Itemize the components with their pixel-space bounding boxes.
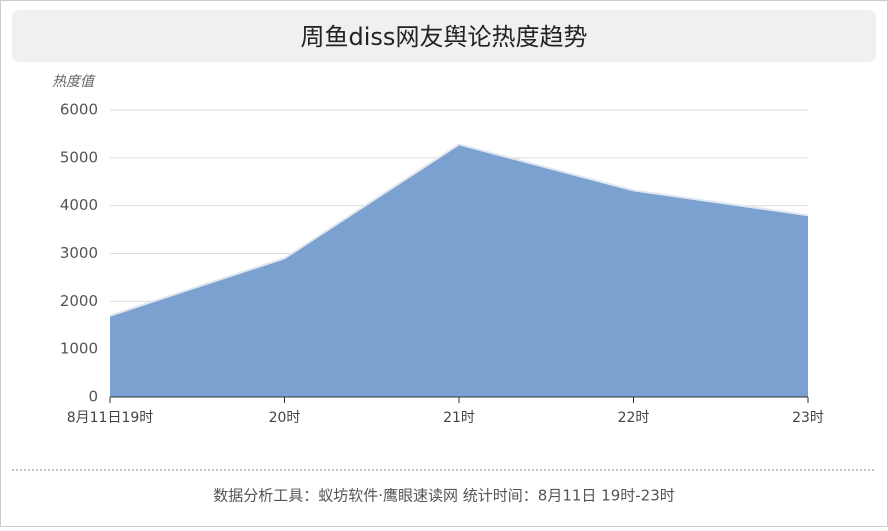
y-tick-label: 4000 <box>60 196 98 214</box>
x-tick-label: 22时 <box>618 410 650 426</box>
area <box>110 144 808 397</box>
x-tick-label: 20时 <box>269 410 301 426</box>
y-tick-label: 6000 <box>60 101 98 119</box>
title-box <box>12 10 876 62</box>
x-tick-label: 23时 <box>792 410 824 426</box>
y-tick-label: 5000 <box>60 148 98 166</box>
chart-title: 周鱼diss网友舆论热度趋势 <box>301 23 588 51</box>
y-axis-label: 热度值 <box>52 74 96 90</box>
area-line <box>109 143 809 317</box>
y-tick-label: 2000 <box>60 292 98 310</box>
y-tick-label: 3000 <box>60 244 98 262</box>
y-tick-label: 1000 <box>60 340 98 358</box>
footer: 数据分析工具：蚁坊软件·鹰眼速读网 统计时间：8月11日 19时-23时 <box>213 487 675 505</box>
x-tick-label: 21时 <box>443 410 475 426</box>
y-tick-label: 0 <box>88 388 98 406</box>
x-tick-label: 8月11日19时 <box>67 410 154 426</box>
